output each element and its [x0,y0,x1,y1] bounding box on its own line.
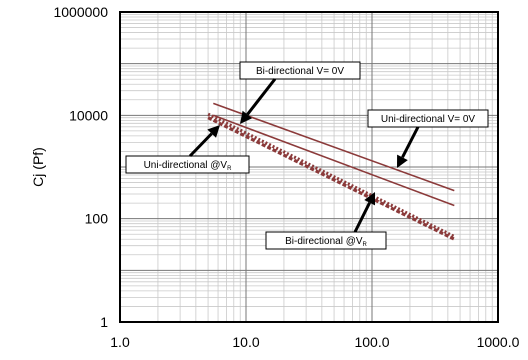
annotation-subscript: R [227,166,232,172]
annotation-box [367,109,489,128]
annotation-box [125,155,250,174]
annotation-label: Bi-directional V= 0V [256,66,344,77]
x-tick-label: 1.0 [110,334,130,350]
y-tick-label: 1000000 [53,4,108,20]
annotation-label: Uni-directional V= 0V [381,114,476,125]
y-tick-labels: 1 100 10000 1000000 [53,4,108,330]
plot-frame [119,11,499,323]
annotation-arrow-shaft [246,78,277,116]
annotation-label: Bi-directional @VR [285,236,367,248]
annotation-uni-v0: Uni-directional V= 0V [367,109,489,168]
annotation-label: Uni-directional @VR [144,160,233,172]
annotation-arrow-head [240,110,253,124]
annotation-arrow-shaft [353,202,371,233]
x-tick-label: 10.0 [232,334,259,350]
series-line-2 [213,114,455,207]
x-tick-label: 100.0 [354,334,389,350]
annotation-uni-vr: Uni-directional @VR [125,125,250,174]
annotation-arrow-head [364,192,375,206]
annotation-box [239,61,361,80]
y-tick-label: 1 [100,314,108,330]
annotation-bi-v0: Bi-directional V= 0V [239,61,361,124]
annotation-arrow-shaft [188,132,213,158]
y-tick-label: 100 [85,211,109,227]
series-line-4 [207,116,456,241]
series-line-3 [207,112,456,239]
x-tick-labels: 1.0 10.0 100.0 1000.0 [110,334,519,350]
annotation-arrow-head [397,154,408,168]
series-line-1 [213,102,455,192]
y-axis-label: Cj (Pf) [30,147,46,187]
annotation-bi-vr: Bi-directional @VR [265,192,387,250]
annotation-arrow-head [207,125,220,138]
y-tick-label: 10000 [69,107,108,123]
annotation-arrow-shaft [401,126,420,159]
annotation-box [265,231,387,250]
annotations-layer: Bi-directional V= 0V Uni-directional V= 0… [125,61,489,250]
annotation-subscript: R [363,242,368,248]
x-tick-label: 1000.0 [477,334,520,350]
series-layer [207,102,456,241]
